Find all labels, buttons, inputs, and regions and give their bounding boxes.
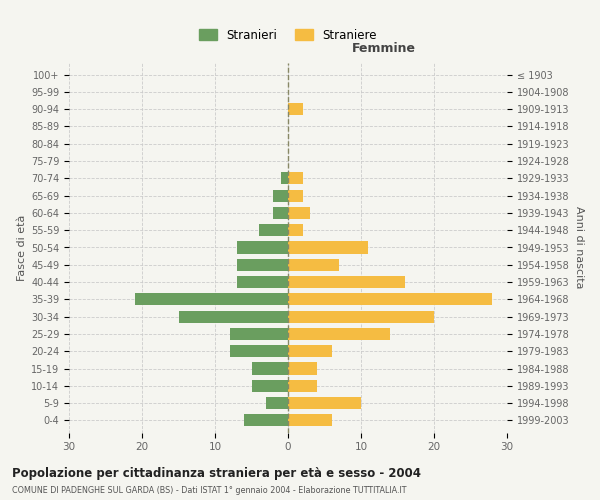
Text: Popolazione per cittadinanza straniera per età e sesso - 2004: Popolazione per cittadinanza straniera p… xyxy=(12,468,421,480)
Bar xyxy=(288,172,302,184)
Text: Femmine: Femmine xyxy=(352,42,416,55)
Y-axis label: Anni di nascita: Anni di nascita xyxy=(574,206,584,289)
Bar xyxy=(288,380,317,392)
Bar xyxy=(288,276,405,288)
Bar xyxy=(288,224,302,236)
Bar xyxy=(281,172,288,184)
Bar xyxy=(274,190,288,202)
Bar xyxy=(179,310,288,322)
Bar xyxy=(288,397,361,409)
Bar xyxy=(288,328,390,340)
Bar xyxy=(251,362,288,374)
Bar xyxy=(237,242,288,254)
Bar xyxy=(288,258,339,271)
Bar xyxy=(259,224,288,236)
Bar xyxy=(266,397,288,409)
Bar xyxy=(135,294,288,306)
Bar xyxy=(288,294,493,306)
Bar xyxy=(288,207,310,219)
Bar xyxy=(288,103,302,115)
Bar xyxy=(288,362,317,374)
Bar xyxy=(237,258,288,271)
Bar xyxy=(288,242,368,254)
Bar xyxy=(230,328,288,340)
Bar xyxy=(230,345,288,358)
Bar xyxy=(288,414,332,426)
Bar xyxy=(244,414,288,426)
Bar xyxy=(251,380,288,392)
Legend: Stranieri, Straniere: Stranieri, Straniere xyxy=(194,24,382,46)
Y-axis label: Fasce di età: Fasce di età xyxy=(17,214,27,280)
Bar xyxy=(274,207,288,219)
Bar xyxy=(288,345,332,358)
Bar xyxy=(237,276,288,288)
Bar xyxy=(288,310,434,322)
Bar xyxy=(288,190,302,202)
Text: COMUNE DI PADENGHE SUL GARDA (BS) - Dati ISTAT 1° gennaio 2004 - Elaborazione TU: COMUNE DI PADENGHE SUL GARDA (BS) - Dati… xyxy=(12,486,407,495)
